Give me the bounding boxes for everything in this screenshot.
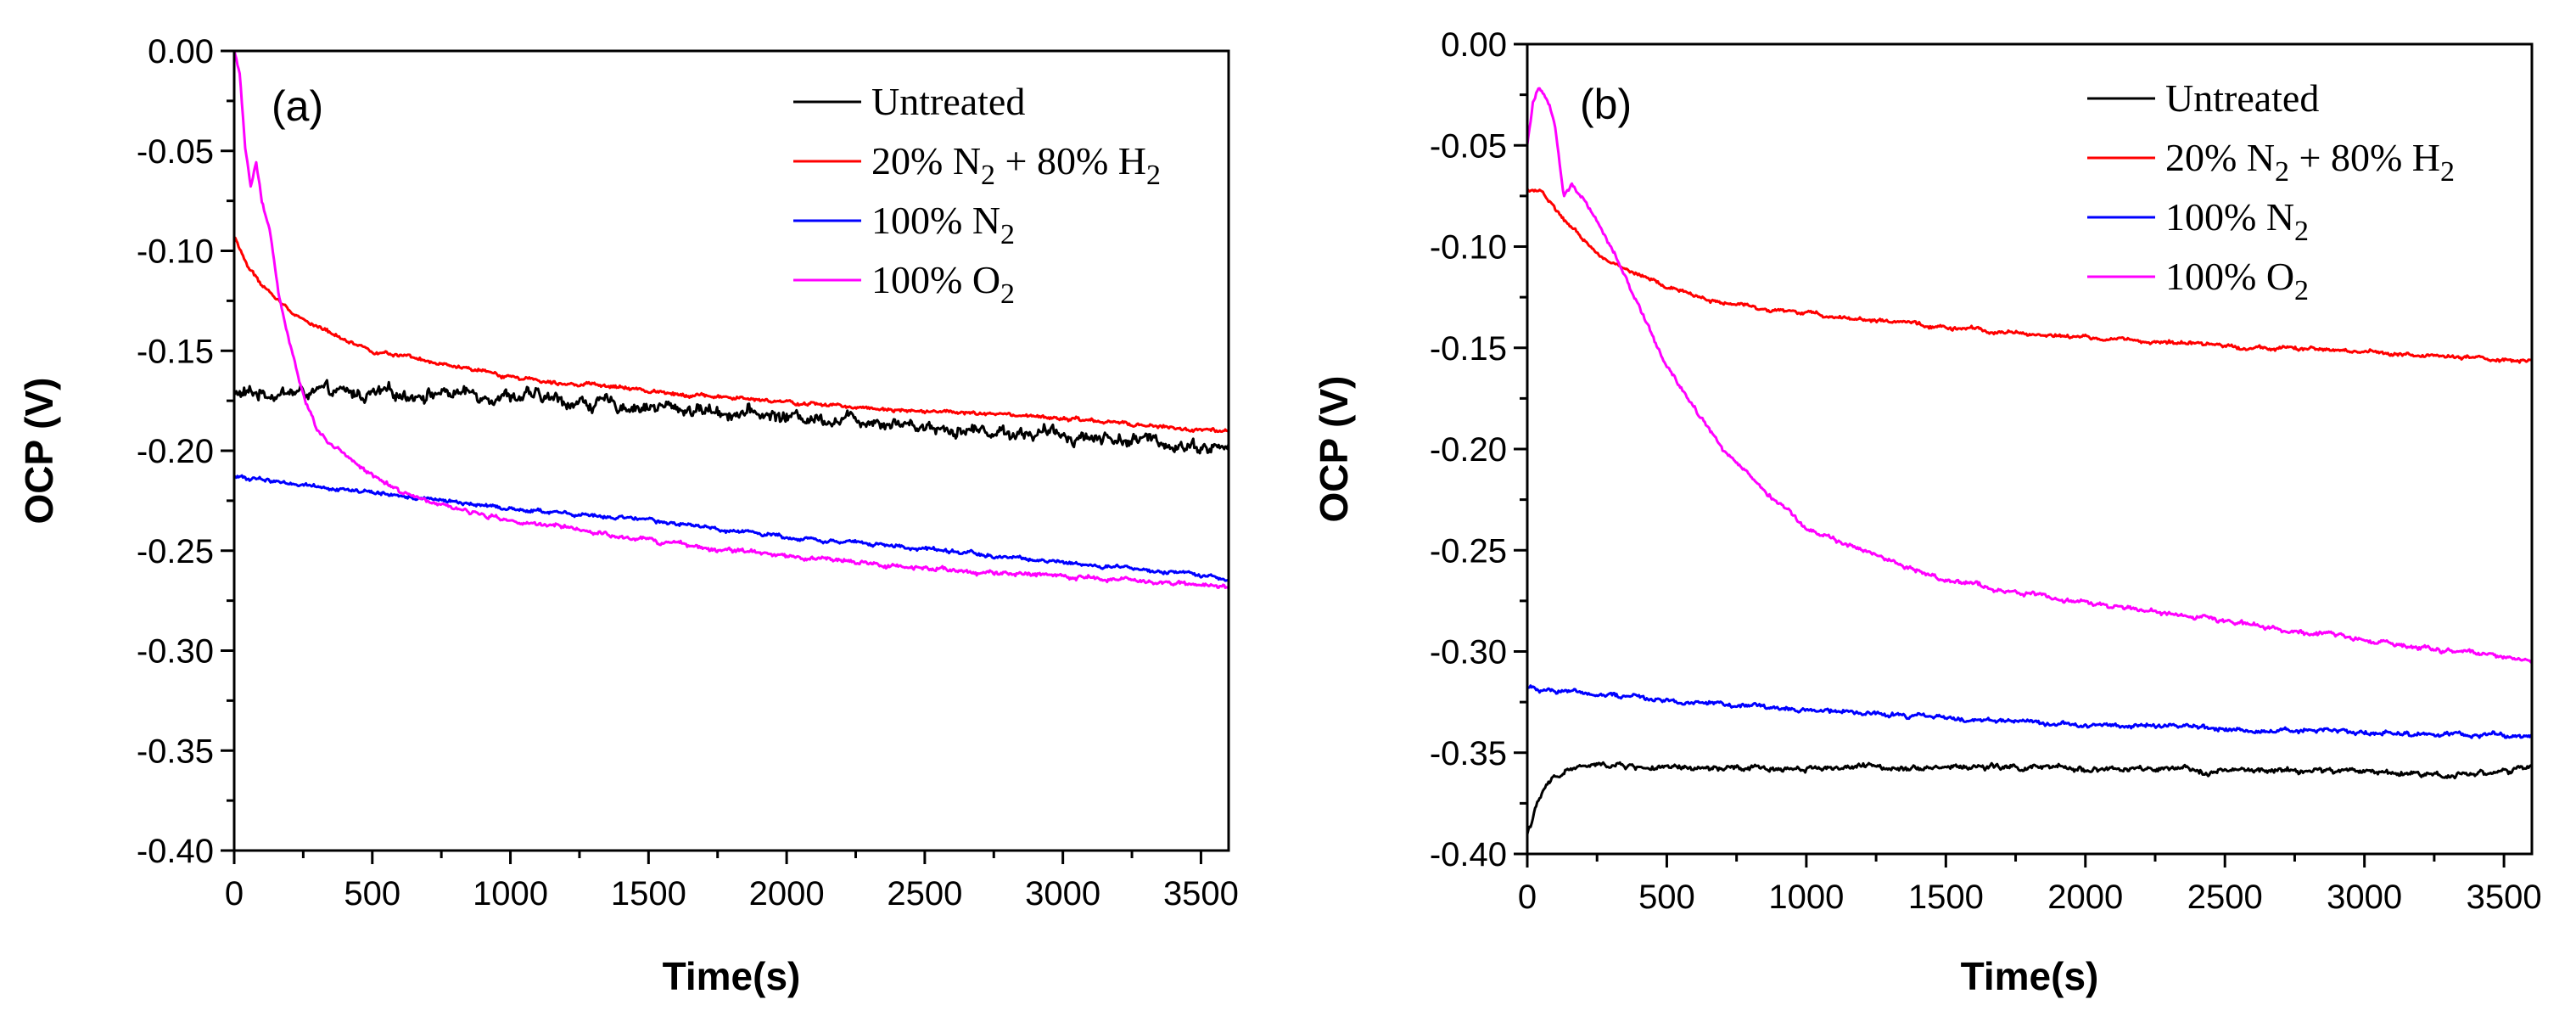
x-tick-label: 1000 (1768, 879, 1844, 916)
legend-label-100-n2: 100% N2 (871, 199, 1015, 250)
series-line-100-o2 (1527, 87, 2532, 665)
y-tick-label: -0.40 (137, 833, 214, 870)
legend-label-untreated: Untreated (2165, 76, 2319, 120)
y-tick-label: -0.25 (137, 533, 214, 570)
series-group (1527, 87, 2532, 835)
legend-label-20-n2-80-h2: 20% N2 + 80% H2 (871, 139, 1161, 191)
x-tick-label: 0 (225, 875, 244, 912)
x-tick-label: 3000 (1025, 875, 1100, 912)
series-line-20-n2-80-h2 (234, 236, 1229, 434)
legend-label-100-o2: 100% O2 (871, 258, 1015, 310)
y-tick-label: -0.20 (137, 433, 214, 470)
x-axis-title: Time(s) (663, 954, 801, 998)
series-line-20-n2-80-h2 (1527, 188, 2532, 364)
panel-label: (b) (1580, 81, 1632, 128)
legend: Untreated 20% N2 + 80% H2 100% N2 100% O2 (793, 80, 1161, 310)
chart-panel-a: 0 500 1000 1500 2000 2500 3000 3500 0.00 -0.05 -0.… (17, 33, 1239, 998)
x-tick-label: 500 (1638, 879, 1695, 916)
series-line-100-n2 (234, 474, 1229, 582)
legend-label-20-n2-80-h2: 20% N2 + 80% H2 (2165, 136, 2455, 188)
panel-label: (a) (272, 82, 323, 130)
y-axis-title: OCP (V) (17, 378, 61, 525)
x-tick-label: 3500 (2467, 879, 2542, 916)
y-tick-label: -0.10 (137, 233, 214, 271)
x-tick-label: 1000 (473, 875, 548, 912)
legend-label-untreated: Untreated (871, 80, 1025, 123)
y-tick-label: -0.40 (1430, 836, 1507, 873)
series-group (234, 51, 1229, 589)
series-line-untreated (1527, 761, 2532, 835)
x-tick-label: 2000 (2047, 879, 2123, 916)
legend: Untreated 20% N2 + 80% H2 100% N2 100% O2 (2087, 76, 2455, 306)
y-tick-label: -0.15 (137, 333, 214, 370)
y-tick-label: -0.35 (1430, 735, 1507, 772)
series-line-100-o2 (234, 51, 1229, 589)
series-line-100-n2 (1527, 684, 2532, 739)
x-tick-label: 500 (344, 875, 400, 912)
x-axis-title: Time(s) (1961, 954, 2099, 998)
y-tick-label: 0.00 (148, 33, 214, 70)
y-tick-label: -0.30 (137, 633, 214, 671)
y-tick-label: -0.20 (1430, 431, 1507, 469)
y-axis-title: OCP (V) (1312, 376, 1356, 523)
y-tick-label: -0.30 (1430, 634, 1507, 671)
series-line-untreated (234, 379, 1229, 455)
legend-label-100-n2: 100% N2 (2165, 195, 2309, 247)
x-tick-label: 3000 (2327, 879, 2402, 916)
x-tick-label: 2000 (749, 875, 825, 912)
y-tick-label: -0.25 (1430, 532, 1507, 570)
x-tick-label: 1500 (611, 875, 686, 912)
x-tick-label: 2500 (887, 875, 962, 912)
x-tick-label: 1500 (1908, 879, 1984, 916)
y-tick-label: -0.15 (1430, 330, 1507, 368)
x-tick-label: 0 (1518, 879, 1537, 916)
y-tick-label: -0.35 (137, 733, 214, 770)
x-tick-label: 3500 (1163, 875, 1239, 912)
y-tick-label: -0.05 (1430, 127, 1507, 165)
y-tick-label: -0.05 (137, 133, 214, 171)
chart-panel-b: 0 500 1000 1500 2000 2500 3000 3500 0.00 -0.05 -0.… (1312, 26, 2542, 998)
y-tick-label: -0.10 (1430, 229, 1507, 267)
x-tick-label: 2500 (2187, 879, 2263, 916)
legend-label-100-o2: 100% O2 (2165, 255, 2309, 306)
y-tick-label: 0.00 (1441, 26, 1507, 64)
